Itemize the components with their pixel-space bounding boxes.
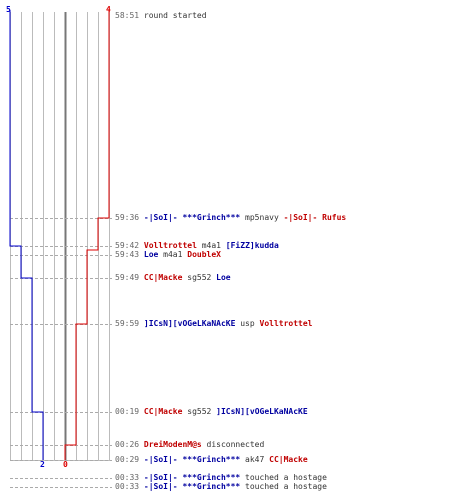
score-bottom-blue: 2 [40,460,45,469]
event-time: 59:59 [115,319,144,328]
event-row: 58:51 round started [115,11,207,20]
red-player-name: Volltrottel [143,241,197,250]
event-time: 58:51 [115,11,144,20]
event-text: usp [235,319,260,328]
red-player-name: DreiModenM@s [143,440,202,449]
event-text: ak47 [240,455,270,464]
blue-player-name: -|SoI|- ***Grinch*** [143,473,241,482]
event-time: 59:42 [115,241,144,250]
event-time: 59:43 [115,250,144,259]
blue-player-name: -|SoI|- ***Grinch*** [143,213,241,222]
event-text: sg552 [182,273,217,282]
event-text: touched a hostage [240,473,327,482]
score-bottom-red: 0 [63,460,68,469]
blue-player-name: ]ICsN][vOGeLKaNAcKE [143,319,236,328]
blue-player-name: -|SoI|- ***Grinch*** [143,482,241,491]
event-time: 00:19 [115,407,144,416]
event-time: 59:36 [115,213,144,222]
event-text: mp5navy [240,213,284,222]
blue-team-score-line [9,10,44,460]
event-time: 00:33 [115,473,144,482]
blue-player-name: ]ICsN][vOGeLKaNAcKE [216,407,308,416]
blue-player-name: Loe [143,250,159,259]
event-time: 59:49 [115,273,144,282]
event-text: round started [143,11,207,20]
event-text: m4a1 [158,250,188,259]
blue-player-name: -|SoI|- ***Grinch*** [143,455,241,464]
event-row: 00:33 -|SoI|- ***Grinch*** touched a hos… [115,482,327,491]
event-row: 59:43 Loe m4a1 DoubleX [115,250,221,259]
event-text: disconnected [201,440,265,449]
event-row: 00:19 CC|Macke sg552 ]ICsN][vOGeLKaNAcKE [115,407,308,416]
event-text: touched a hostage [240,482,327,491]
event-row: 00:33 -|SoI|- ***Grinch*** touched a hos… [115,473,327,482]
event-row: 59:49 CC|Macke sg552 Loe [115,273,231,282]
red-player-name: CC|Macke [143,273,183,282]
red-player-name: DoubleX [187,250,221,259]
event-row: 00:29 -|SoI|- ***Grinch*** ak47 CC|Macke [115,455,308,464]
red-player-name: Volltrottel [259,319,313,328]
score-top-red: 4 [106,5,111,14]
score-top-blue: 5 [6,5,11,14]
red-player-name: -|SoI|- Rufus [283,213,347,222]
red-player-name: CC|Macke [269,455,308,464]
blue-player-name: Loe [216,273,231,282]
red-team-score-line [64,10,110,460]
event-time: 00:26 [115,440,144,449]
event-row: 59:59 ]ICsN][vOGeLKaNAcKE usp Volltrotte… [115,319,313,328]
red-player-name: CC|Macke [143,407,183,416]
event-time: 00:33 [115,482,144,491]
event-row: 00:26 DreiModenM@s disconnected [115,440,264,449]
event-row: 59:36 -|SoI|- ***Grinch*** mp5navy -|SoI… [115,213,346,222]
event-time: 00:29 [115,455,144,464]
blue-player-name: [FiZZ]kudda [225,241,279,250]
event-text: m4a1 [196,241,226,250]
event-text: sg552 [182,407,217,416]
event-row: 59:42 Volltrottel m4a1 [FiZZ]kudda [115,241,279,250]
